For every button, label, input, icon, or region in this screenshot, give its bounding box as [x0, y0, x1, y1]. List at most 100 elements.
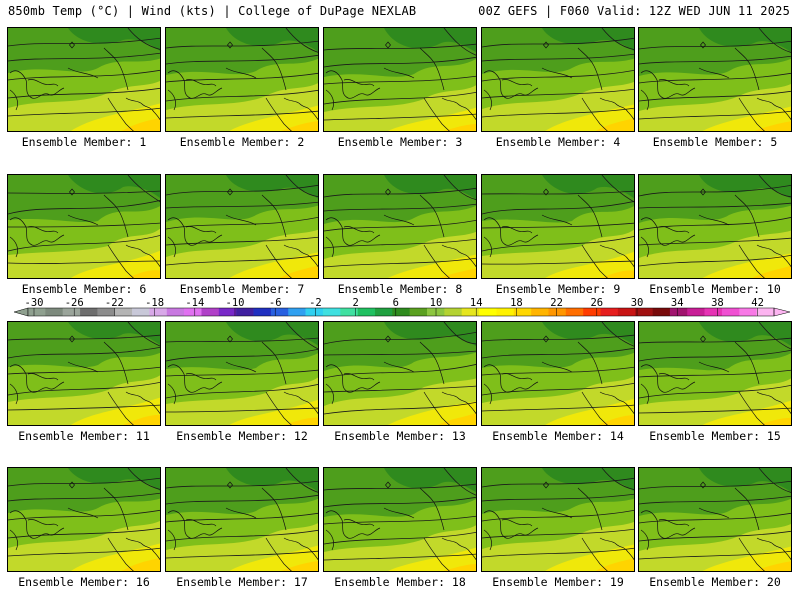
colorbar-swatch — [322, 308, 341, 316]
ensemble-member-label: Ensemble Member: 14 — [492, 429, 624, 443]
station-marker — [69, 41, 75, 49]
ensemble-member-label: Ensemble Member: 2 — [179, 135, 305, 149]
colorbar-swatch — [149, 308, 168, 316]
colorbar-swatch — [548, 308, 567, 316]
station-marker — [543, 188, 549, 196]
colorbar-left-arrow — [14, 307, 29, 317]
wind-streamlines — [8, 28, 160, 117]
warmest-field — [121, 558, 160, 571]
colorbar-tick-label: 2 — [352, 298, 358, 309]
colorbar-swatch — [635, 308, 653, 316]
coldest-field — [226, 322, 318, 346]
warmest-field — [281, 561, 318, 571]
ensemble-member-label: Ensemble Member: 4 — [495, 135, 621, 149]
colorbar-swatch — [479, 308, 497, 316]
coastline-borders — [483, 47, 634, 131]
colorbar-tick-label: 26 — [590, 298, 603, 309]
station-marker — [227, 335, 233, 343]
coldest-field — [384, 468, 476, 493]
coldest-field — [542, 322, 634, 346]
ensemble-member-label: Ensemble Member: 15 — [649, 429, 781, 443]
colorbar-tick-label: 18 — [510, 298, 523, 309]
wind-streamlines — [324, 28, 476, 121]
coastline-borders — [325, 194, 476, 278]
ensemble-member-label: Ensemble Member: 10 — [649, 282, 781, 296]
warmer-field — [545, 251, 634, 278]
station-marker — [385, 335, 391, 343]
station-marker — [227, 41, 233, 49]
colorbar-tick-label: -10 — [226, 298, 245, 309]
coldest-field — [68, 322, 160, 346]
warmest-field — [757, 417, 791, 425]
warmer-field — [71, 250, 160, 278]
coastline-borders — [325, 47, 476, 131]
colorbar-tick-label: -22 — [105, 298, 124, 309]
coastline-borders — [325, 487, 476, 571]
wind-streamlines — [639, 28, 791, 120]
warmest-field — [122, 414, 160, 425]
coastline-borders — [640, 47, 791, 131]
station-marker — [543, 335, 549, 343]
ensemble-member-label: Ensemble Member: 3 — [337, 135, 463, 149]
ensemble-member-label: Ensemble Member: 12 — [176, 429, 308, 443]
coldest-field — [384, 322, 476, 347]
warmest-field — [599, 270, 634, 278]
warmer-field — [388, 107, 476, 131]
warmer-field — [545, 398, 634, 425]
wind-streamlines — [482, 468, 634, 558]
station-marker — [69, 335, 75, 343]
colorbar-swatch — [166, 308, 185, 316]
colorbar-swatch — [340, 308, 358, 316]
colorbar-swatch — [392, 308, 410, 316]
station-marker — [543, 481, 549, 489]
station-marker — [543, 41, 549, 49]
colorbar-swatch — [132, 308, 150, 316]
station-marker — [69, 188, 75, 196]
colorbar-swatch — [583, 308, 601, 316]
warmest-field — [597, 415, 634, 425]
colorbar-frame — [27, 307, 775, 317]
colorbar-tick-label: -2 — [309, 298, 322, 309]
station-marker — [385, 188, 391, 196]
coldest-field — [68, 28, 160, 52]
warmest-field — [595, 118, 634, 131]
ensemble-member-label: Ensemble Member: 17 — [176, 575, 308, 589]
coastline-borders — [483, 194, 634, 278]
colorbar-swatch — [496, 308, 515, 316]
colorbar-swatch — [739, 308, 757, 316]
ensemble-member-map — [7, 174, 161, 279]
ensemble-member-label: Ensemble Member: 6 — [21, 282, 147, 296]
wind-streamlines — [324, 468, 476, 561]
warmer-field — [229, 399, 318, 425]
coastline-borders — [640, 341, 791, 425]
wind-streamlines — [482, 322, 634, 412]
colorbar-swatch — [687, 308, 705, 316]
colorbar-swatch — [253, 308, 272, 316]
coldest-field — [68, 468, 160, 492]
coldest-field — [699, 468, 791, 492]
colorbar-tick-label: 42 — [751, 298, 764, 309]
wind-streamlines — [8, 322, 160, 411]
wind-streamlines — [166, 28, 318, 119]
colorbar-swatch — [97, 308, 116, 316]
coldest-field — [226, 468, 318, 492]
station-marker — [227, 481, 233, 489]
ensemble-member-label: Ensemble Member: 20 — [649, 575, 781, 589]
warmer-field — [702, 546, 791, 571]
ensemble-member-label: Ensemble Member: 1 — [21, 135, 147, 149]
colorbar-swatch — [617, 308, 636, 316]
wind-streamlines — [8, 175, 160, 264]
warmest-field — [442, 564, 476, 571]
ensemble-member-map — [323, 467, 477, 572]
coldest-field — [542, 28, 634, 52]
colorbar-swatch — [28, 308, 46, 316]
ensemble-member-map — [7, 27, 161, 132]
colorbar-swatch — [756, 308, 775, 316]
warmest-field — [752, 265, 791, 278]
wind-streamlines — [324, 175, 476, 268]
warmest-field — [754, 121, 791, 131]
colorbar-swatch — [374, 308, 393, 316]
coldest-field — [384, 175, 476, 200]
colorbar-swatch — [80, 308, 98, 316]
